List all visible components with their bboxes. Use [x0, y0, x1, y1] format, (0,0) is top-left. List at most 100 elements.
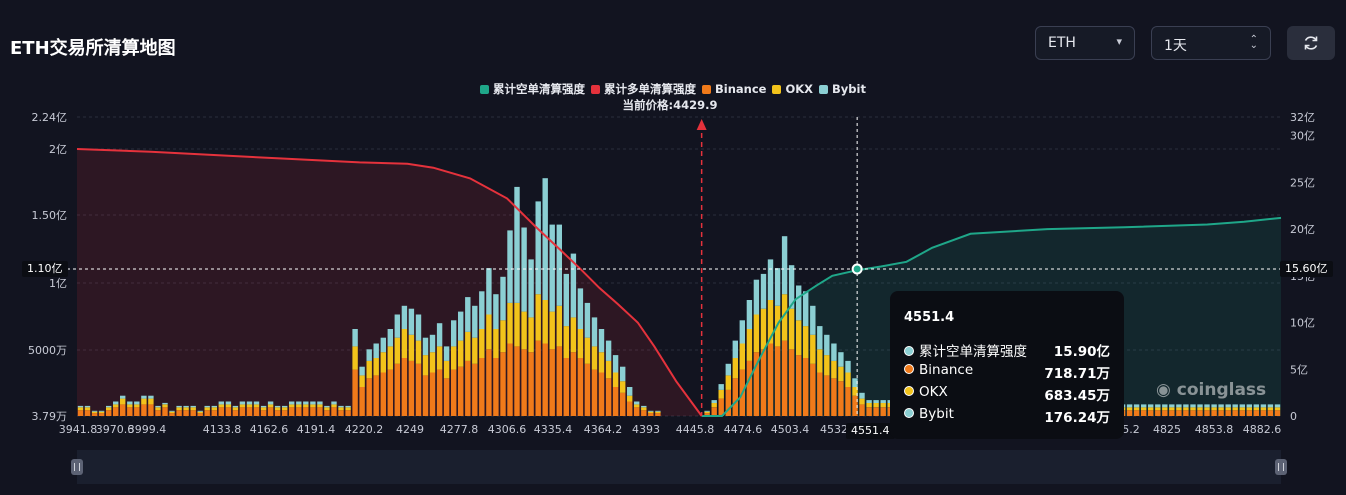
bar-binance: [598, 372, 605, 416]
bar-binance: [1211, 410, 1217, 416]
bar-binance: [549, 349, 555, 416]
bar-bybit: [866, 400, 872, 403]
symbol-select[interactable]: ETH ▾: [1035, 26, 1135, 60]
bar-binance: [634, 407, 640, 416]
bar-bybit: [211, 405, 217, 408]
bar-binance: [1126, 410, 1133, 416]
bar-binance: [296, 407, 302, 416]
bar-binance: [1204, 410, 1210, 416]
bar-binance: [1133, 410, 1140, 416]
bar-okx: [246, 404, 253, 408]
bar-bybit: [1148, 404, 1154, 408]
tooltip-dot: [904, 408, 914, 418]
bar-binance: [704, 413, 710, 416]
bar-bybit: [176, 405, 182, 408]
bar-okx: [514, 302, 520, 347]
bar-bybit: [577, 288, 584, 329]
bar-binance: [183, 410, 189, 416]
bar-okx: [366, 360, 372, 379]
bar-binance: [98, 413, 105, 416]
tooltip-header: 4551.4: [904, 310, 955, 325]
bar-bybit: [373, 343, 379, 358]
bar-bybit: [472, 305, 478, 338]
bar-binance: [106, 410, 112, 416]
y-left-tick-label: 5000万: [28, 344, 67, 357]
bar-binance: [162, 407, 168, 416]
bar-okx: [451, 346, 457, 370]
bar-binance: [317, 407, 323, 416]
legend-item[interactable]: 累计空单清算强度: [480, 81, 585, 97]
current-price-label: 当前价格:4429.9: [622, 98, 718, 112]
bar-binance: [641, 410, 647, 416]
bar-okx: [1260, 407, 1267, 411]
bar-okx: [1162, 407, 1168, 411]
bar-bybit: [542, 178, 548, 300]
legend-label: 累计空单清算强度: [493, 82, 586, 96]
bar-binance: [1253, 410, 1259, 416]
bar-okx: [781, 294, 788, 341]
bar-okx: [1133, 407, 1140, 411]
x-tick-label: 3999.4: [128, 423, 167, 436]
bar-okx: [1155, 407, 1161, 411]
bar-binance: [1239, 410, 1245, 416]
bar-bybit: [127, 401, 133, 405]
refresh-button[interactable]: [1287, 26, 1335, 60]
bar-bybit: [253, 401, 260, 405]
bar-bybit: [366, 349, 372, 361]
bar-bybit: [113, 401, 119, 405]
bar-binance: [155, 410, 161, 416]
y-right-tick-label: 20亿: [1290, 223, 1315, 236]
legend-item[interactable]: Binance: [702, 82, 766, 96]
x-tick-label: 4191.4: [297, 423, 336, 436]
bar-okx: [760, 308, 767, 350]
bar-binance: [746, 360, 753, 416]
bar-okx: [345, 407, 351, 411]
bar-binance: [612, 387, 619, 416]
bar-bybit: [98, 410, 105, 412]
bar-okx: [1141, 407, 1147, 411]
x-tick-label: 3970.6: [96, 423, 135, 436]
zoom-handle-left[interactable]: [71, 459, 83, 475]
bar-bybit: [436, 323, 443, 347]
bar-bybit: [1126, 404, 1133, 408]
bar-bybit: [838, 352, 844, 367]
bar-bybit: [183, 405, 189, 408]
zoom-handle-right[interactable]: [1275, 459, 1287, 475]
bar-okx: [338, 407, 344, 411]
bar-bybit: [732, 340, 738, 358]
bar-okx: [120, 398, 126, 405]
bar-okx: [91, 411, 98, 414]
bar-bybit: [155, 405, 161, 408]
bar-binance: [1274, 410, 1281, 416]
bar-binance: [767, 343, 774, 416]
bar-binance: [873, 407, 879, 416]
bar-okx: [415, 340, 422, 364]
bar-okx: [380, 352, 386, 373]
legend-item[interactable]: OKX: [772, 82, 813, 96]
x-tick-label: 4882.6: [1243, 423, 1282, 436]
bar-binance: [169, 413, 175, 416]
x-tick-label: 4503.4: [771, 423, 810, 436]
bar-bybit: [134, 401, 140, 405]
bar-binance: [711, 407, 717, 416]
bar-okx: [260, 407, 267, 411]
bar-bybit: [296, 401, 302, 405]
bar-okx: [1253, 407, 1259, 411]
bar-binance: [831, 378, 837, 416]
bar-okx: [197, 411, 203, 414]
bar-binance: [500, 352, 506, 416]
legend-item[interactable]: 累计多单清算强度: [591, 81, 696, 97]
range-select[interactable]: 1天 ⌃ ⌄: [1151, 26, 1271, 60]
bar-binance: [190, 410, 196, 416]
bar-bybit: [528, 259, 534, 318]
bar-binance: [394, 363, 400, 416]
bar-okx: [1197, 407, 1203, 411]
bar-okx: [493, 329, 499, 358]
bar-okx: [620, 381, 626, 393]
tooltip-row: Binance 718.71万: [904, 362, 1110, 382]
x-tick-label: 4393: [632, 423, 660, 436]
bar-bybit: [753, 279, 760, 315]
bar-binance: [563, 358, 569, 416]
legend-item[interactable]: Bybit: [819, 82, 866, 96]
